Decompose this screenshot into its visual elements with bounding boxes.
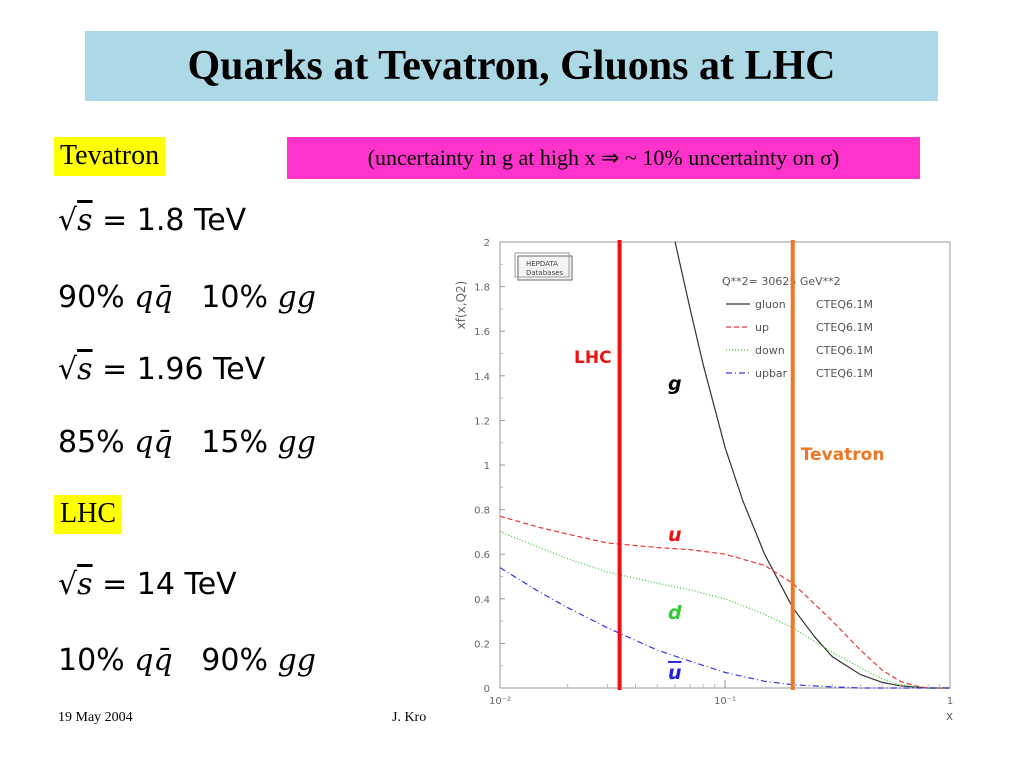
lhc-tag: LHC [54, 495, 122, 534]
logo-text-2: Databases [526, 269, 563, 277]
gg-symbol: gg [277, 280, 316, 315]
legend-series-name: upbar [755, 367, 788, 380]
chart-background [430, 230, 970, 725]
y-tick-label: 0 [484, 684, 490, 695]
energy-value: = 1.96 TeV [102, 352, 266, 387]
y-tick-label: 0.8 [474, 506, 490, 517]
legend-series-name: down [755, 344, 785, 357]
curve-label-g: g [668, 373, 682, 395]
qq-symbol: qq̄ [134, 280, 173, 315]
sqrt-s-symbol: √s [58, 352, 93, 387]
gg-percent: 10% [201, 280, 268, 315]
energy-value: = 14 TeV [102, 567, 237, 602]
y-tick-label: 0.6 [474, 550, 490, 561]
x-tick-label: 1 [947, 696, 953, 707]
legend-series-name: gluon [755, 298, 786, 311]
logo-text-1: HEPDATA [526, 260, 558, 268]
equation-tevatron-energy-1: √s = 1.8 TeV [58, 203, 246, 238]
legend-series-name: up [755, 321, 769, 334]
gg-percent: 90% [201, 643, 268, 678]
page-title: Quarks at Tevatron, Gluons at LHC [187, 43, 836, 89]
x-axis-label: x [946, 709, 953, 723]
y-tick-label: 1.6 [474, 327, 490, 338]
qq-symbol: qq̄ [134, 643, 173, 678]
x-tick-label: 10⁻² [489, 696, 511, 707]
series-line-up [499, 515, 950, 689]
hepdata-logo: HEPDATA Databases [514, 252, 573, 281]
series-line-upbar [499, 567, 950, 689]
gg-percent: 15% [201, 425, 268, 460]
sqrt-s-symbol: √s [58, 203, 93, 238]
lhc-line-label: LHC [574, 348, 612, 368]
curve-label-d: d [668, 602, 682, 624]
x-tick-label: 10⁻¹ [714, 696, 736, 707]
gg-symbol: gg [277, 425, 316, 460]
legend-header: Q**2= 30625 GeV**2 [722, 275, 841, 288]
y-tick-label: 1.2 [474, 416, 490, 427]
qq-percent: 85% [58, 425, 125, 460]
tevatron-tag: Tevatron [54, 137, 166, 176]
y-tick-label: 1.8 [474, 283, 490, 294]
equation-tevatron-fraction-2: 85% qq̄ 15% gg [58, 425, 316, 460]
equation-lhc-fraction: 10% qq̄ 90% gg [58, 643, 316, 678]
curve-label-u: u [668, 524, 682, 546]
equation-tevatron-fraction-1: 90% qq̄ 10% gg [58, 280, 316, 315]
curve-label-ubar: u [668, 662, 682, 684]
y-tick-label: 0.2 [474, 639, 490, 650]
equation-lhc-energy: √s = 14 TeV [58, 567, 237, 602]
y-tick-label: 1.4 [474, 372, 490, 383]
gg-symbol: gg [277, 643, 316, 678]
footer-author: J. Kro [392, 710, 427, 725]
qq-symbol: qq̄ [134, 425, 173, 460]
y-tick-label: 1 [484, 461, 490, 472]
energy-value: = 1.8 TeV [102, 203, 247, 238]
title-banner: Quarks at Tevatron, Gluons at LHC [85, 31, 938, 101]
legend-pdf-name: CTEQ6.1M [816, 344, 873, 357]
tevatron-line-label: Tevatron [801, 445, 885, 465]
y-axis-label: xf(x,Q2) [454, 281, 468, 330]
qq-percent: 90% [58, 280, 125, 315]
qq-percent: 10% [58, 643, 125, 678]
legend-pdf-name: CTEQ6.1M [816, 321, 873, 334]
legend-pdf-name: CTEQ6.1M [816, 367, 873, 380]
footer-date: 19 May 2004 [58, 710, 133, 725]
pdf-chart: 0 0.2 0.4 0.6 0.8 1 1.2 1.4 1.6 1.8 2 10⁻² 10⁻¹ 1 xf(… [430, 230, 970, 725]
series-line-gluon [674, 241, 950, 689]
chart-legend: Q**2= 30625 GeV**2 gluon CTEQ6.1M up CTEQ6.… [722, 275, 873, 380]
sqrt-s-symbol: √s [58, 567, 93, 602]
y-tick-label: 2 [484, 238, 490, 249]
uncertainty-note: (uncertainty in g at high x ⇒ ~ 10% unce… [287, 137, 920, 179]
legend-pdf-name: CTEQ6.1M [816, 298, 873, 311]
equation-tevatron-energy-2: √s = 1.96 TeV [58, 352, 265, 387]
y-tick-label: 0.4 [474, 595, 490, 606]
